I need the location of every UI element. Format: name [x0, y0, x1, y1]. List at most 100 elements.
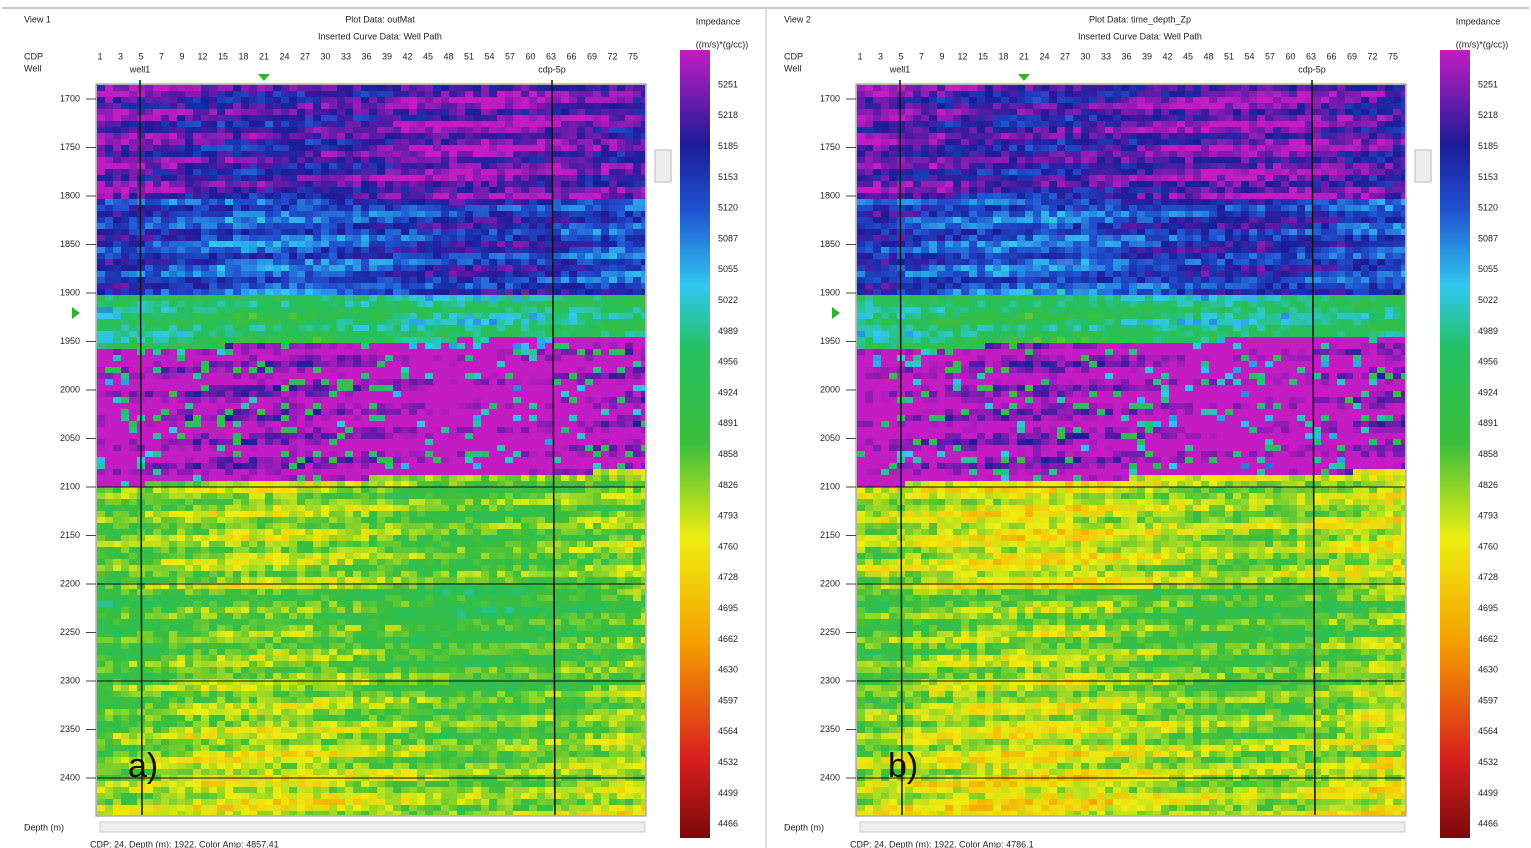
seismic-cell	[281, 199, 289, 205]
seismic-cell	[193, 115, 201, 121]
seismic-cell	[273, 271, 281, 277]
seismic-cell	[305, 385, 313, 391]
seismic-cell	[513, 127, 521, 133]
seismic-cell	[569, 187, 577, 193]
seismic-cell	[305, 223, 313, 229]
seismic-cell	[505, 385, 513, 391]
seismic-cell	[169, 253, 177, 259]
seismic-cell	[425, 127, 433, 133]
seismic-cell	[161, 229, 169, 235]
seismic-cell	[361, 169, 369, 175]
seismic-cell	[313, 91, 321, 97]
seismic-cell	[441, 445, 449, 451]
seismic-cell	[361, 205, 369, 211]
seismic-cell	[97, 409, 105, 415]
seismic-cell	[601, 439, 609, 445]
seismic-cell	[337, 151, 345, 157]
seismic-cell	[129, 85, 137, 91]
seismic-cell	[233, 355, 241, 361]
seismic-cell	[313, 379, 321, 385]
seismic-cell	[609, 493, 617, 499]
seismic-cell	[249, 433, 257, 439]
seismic-cell	[105, 493, 113, 499]
seismic-cell	[633, 469, 641, 475]
seismic-cell	[569, 409, 577, 415]
seismic-cell	[201, 127, 209, 133]
seismic-cell	[193, 337, 201, 343]
seismic-cell	[209, 439, 217, 445]
seismic-cell	[489, 85, 497, 91]
seismic-cell	[497, 145, 505, 151]
seismic-cell	[393, 205, 401, 211]
seismic-cell	[193, 445, 201, 451]
seismic-cell	[569, 373, 577, 379]
seismic-cell	[361, 253, 369, 259]
seismic-cell	[121, 181, 129, 187]
seismic-cell	[441, 223, 449, 229]
seismic-cell	[209, 391, 217, 397]
seismic-cell	[361, 385, 369, 391]
seismic-cell	[369, 97, 377, 103]
seismic-cell	[449, 283, 457, 289]
seismic-cell	[185, 199, 193, 205]
seismic-cell	[473, 229, 481, 235]
seismic-cell	[481, 103, 489, 109]
seismic-cell	[129, 361, 137, 367]
seismic-cell	[361, 367, 369, 373]
seismic-cell	[601, 235, 609, 241]
seismic-cell	[241, 193, 249, 199]
seismic-cell	[417, 475, 425, 481]
seismic-cell	[393, 151, 401, 157]
seismic-cell	[441, 511, 449, 517]
seismic-cell	[409, 361, 417, 367]
seismic-cell	[321, 85, 329, 91]
seismic-cell	[337, 259, 345, 265]
seismic-cell	[561, 439, 569, 445]
seismic-cell	[113, 247, 121, 253]
seismic-cell	[217, 277, 225, 283]
seismic-cell	[401, 283, 409, 289]
seismic-cell	[129, 385, 137, 391]
seismic-cell	[201, 97, 209, 103]
seismic-cell	[185, 121, 193, 127]
seismic-cell	[561, 97, 569, 103]
seismic-cell	[177, 409, 185, 415]
seismic-cell	[473, 121, 481, 127]
seismic-cell	[641, 361, 645, 367]
seismic-cell	[433, 433, 441, 439]
seismic-cell	[273, 379, 281, 385]
seismic-cell	[625, 229, 633, 235]
seismic-cell	[417, 157, 425, 163]
seismic-cell	[369, 433, 377, 439]
seismic-cell	[257, 151, 265, 157]
seismic-cell	[113, 199, 121, 205]
seismic-cell	[185, 181, 193, 187]
seismic-cell	[161, 409, 169, 415]
seismic-cell	[353, 103, 361, 109]
seismic-cell	[537, 397, 545, 403]
seismic-cell	[233, 187, 241, 193]
seismic-cell	[425, 187, 433, 193]
seismic-cell	[297, 139, 305, 145]
seismic-cell	[97, 325, 105, 331]
seismic-cell	[521, 505, 529, 511]
seismic-cell	[297, 313, 305, 319]
seismic-cell	[505, 421, 513, 427]
seismic-cell	[553, 157, 561, 163]
seismic-cell	[585, 367, 593, 373]
seismic-cell	[129, 493, 137, 499]
seismic-cell	[145, 253, 153, 259]
seismic-cell	[473, 481, 481, 487]
seismic-cell	[521, 121, 529, 127]
seismic-cell	[537, 493, 545, 499]
seismic-cell	[569, 511, 577, 517]
seismic-cell	[105, 265, 113, 271]
seismic-cell	[593, 163, 601, 169]
seismic-cell	[209, 121, 217, 127]
seismic-cell	[121, 433, 129, 439]
seismic-cell	[529, 103, 537, 109]
seismic-cell	[233, 133, 241, 139]
seismic-cell	[537, 307, 545, 313]
seismic-cell	[473, 199, 481, 205]
seismic-cell	[129, 265, 137, 271]
